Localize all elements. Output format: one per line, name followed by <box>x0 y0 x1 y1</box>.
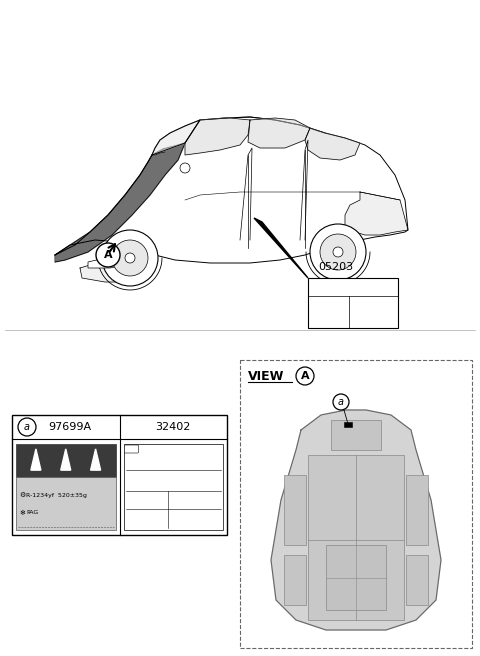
Text: R-1234yf  520±35g: R-1234yf 520±35g <box>26 493 87 498</box>
Bar <box>16 444 116 477</box>
Polygon shape <box>31 449 41 470</box>
Text: VIEW: VIEW <box>248 369 284 382</box>
Bar <box>326 545 386 610</box>
Text: 97699A: 97699A <box>48 422 92 432</box>
Circle shape <box>296 367 314 385</box>
Polygon shape <box>271 410 441 630</box>
Polygon shape <box>55 143 185 262</box>
Polygon shape <box>88 258 125 268</box>
Bar <box>12 415 227 535</box>
Polygon shape <box>152 120 200 155</box>
Bar <box>123 444 223 530</box>
Polygon shape <box>185 118 250 155</box>
Circle shape <box>333 247 343 257</box>
Circle shape <box>320 234 356 270</box>
Circle shape <box>180 163 190 173</box>
Bar <box>406 475 428 545</box>
Bar <box>308 455 404 620</box>
Text: 32402: 32402 <box>156 422 191 432</box>
Bar <box>16 477 116 530</box>
Circle shape <box>18 418 36 436</box>
Polygon shape <box>345 192 408 235</box>
Polygon shape <box>91 449 101 470</box>
Circle shape <box>310 224 366 280</box>
Text: a: a <box>24 422 30 432</box>
Text: A: A <box>300 371 309 381</box>
FancyBboxPatch shape <box>124 445 139 453</box>
Text: 05203: 05203 <box>318 262 353 272</box>
Circle shape <box>125 253 135 263</box>
Circle shape <box>96 243 120 267</box>
Circle shape <box>112 240 148 276</box>
Circle shape <box>102 230 158 286</box>
Bar <box>240 360 472 648</box>
Bar <box>284 475 306 545</box>
Bar <box>308 278 398 328</box>
Polygon shape <box>254 218 308 278</box>
Circle shape <box>333 394 349 410</box>
Polygon shape <box>61 449 71 470</box>
Bar <box>284 555 306 605</box>
Bar <box>344 422 352 427</box>
Bar <box>406 555 428 605</box>
Text: ❄: ❄ <box>19 510 25 516</box>
Text: a: a <box>338 397 344 407</box>
Bar <box>331 420 381 450</box>
Text: ⚙: ⚙ <box>19 493 25 499</box>
Text: PAG: PAG <box>26 510 38 516</box>
Polygon shape <box>305 128 360 160</box>
Polygon shape <box>248 118 310 148</box>
Polygon shape <box>80 260 150 282</box>
Text: A: A <box>104 250 112 260</box>
